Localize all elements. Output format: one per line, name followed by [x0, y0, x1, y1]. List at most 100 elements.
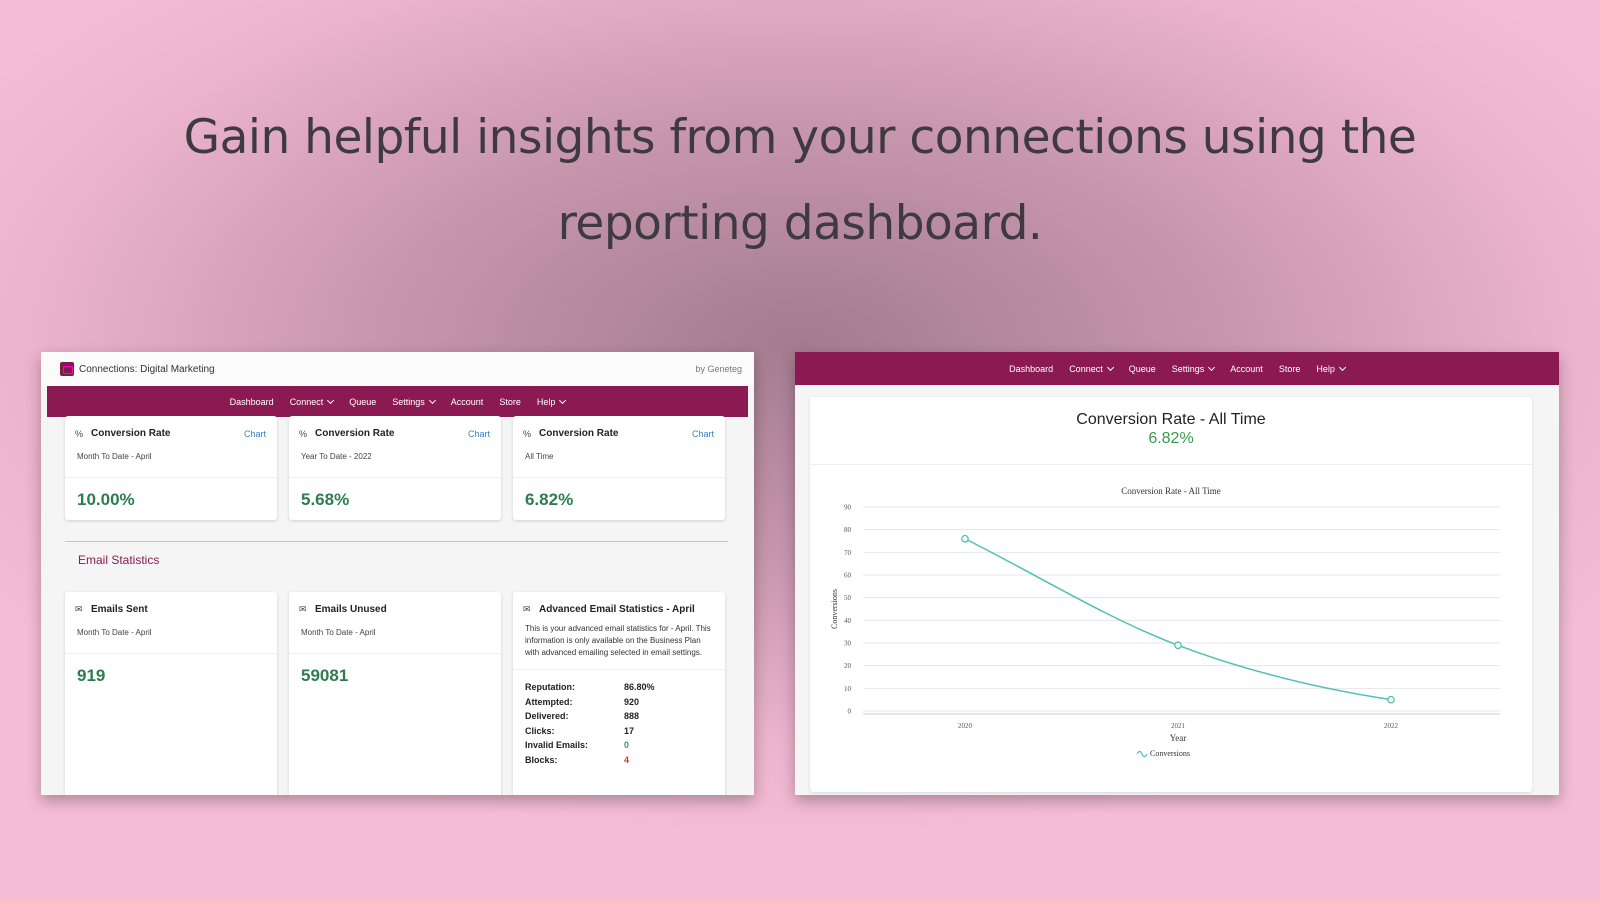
nav-item-queue[interactable]: Queue	[1129, 364, 1156, 374]
nav-item-label: Help	[536, 396, 556, 407]
nav-item-account[interactable]: Account	[1230, 364, 1263, 374]
stat-label: Clicks:	[525, 725, 555, 736]
card-title: Conversion Rate	[539, 428, 619, 439]
percent-icon: %	[523, 428, 532, 439]
nav-item-help[interactable]: Help	[536, 396, 567, 407]
card-title: Emails Sent	[91, 604, 148, 615]
chart-title: Conversion Rate - All Time	[1121, 486, 1221, 496]
card-title: Emails Unused	[315, 604, 387, 615]
advanced-email-statistics-card: ✉ Advanced Email Statistics - April This…	[513, 592, 725, 795]
legend-swatch	[1136, 750, 1148, 758]
data-point	[1387, 695, 1395, 704]
y-tick-label: 60	[844, 572, 852, 580]
nav-item-label: Help	[1316, 363, 1335, 374]
advanced-stats-list: Reputation: 86.80% Attempted: 920 Delivered:…	[513, 670, 725, 777]
nav-item-dashboard[interactable]: Dashboard	[230, 397, 274, 407]
stat-value: 86.80%	[624, 682, 655, 693]
nav-item-label: Store	[1278, 363, 1301, 374]
card-period: Month To Date - April	[77, 452, 152, 461]
stat-value: 0	[624, 740, 630, 751]
stat-row: Clicks: 17	[525, 724, 713, 739]
y-tick-label: 10	[844, 685, 852, 693]
main-nav: Dashboard Connect Queue Settings Account Stor…	[795, 352, 1559, 385]
nav-item-label: Settings	[1171, 363, 1205, 374]
stat-row: Reputation: 86.80%	[525, 680, 713, 695]
chevron-down-icon	[1208, 363, 1216, 371]
window-titlebar: Connections: Digital Marketing by Genete…	[41, 352, 754, 386]
stat-label: Reputation:	[525, 682, 575, 693]
stat-row: Invalid Emails: 0	[525, 738, 713, 753]
y-tick-label: 70	[844, 549, 852, 557]
conversion-rate-card: % Conversion Rate Chart Month To Date - Apr…	[65, 416, 277, 520]
email-cards: ✉ Emails Sent Month To Date - April 919 ✉ Em…	[65, 592, 725, 795]
y-axis-label: Conversions	[830, 589, 839, 629]
main-nav: Dashboard Connect Queue Settings Account Stor…	[47, 386, 748, 417]
y-tick-label: 20	[844, 662, 852, 670]
email-count-value: 919	[77, 666, 106, 685]
panel-title: Conversion Rate - All Time	[1076, 411, 1266, 428]
y-tick-label: 30	[844, 640, 852, 648]
conversion-rate-card: % Conversion Rate Chart Year To Date - 2022…	[289, 416, 501, 520]
nav-item-settings[interactable]: Settings	[1171, 363, 1216, 374]
app-title: Connections: Digital Marketing	[79, 363, 215, 375]
card-title: Conversion Rate	[91, 428, 171, 439]
app-logo-icon	[60, 362, 74, 376]
vendor-label: by Geneteg	[695, 364, 742, 374]
nav-item-label: Connect	[1069, 363, 1103, 374]
series-line-conversions	[964, 538, 1392, 701]
envelope-icon: ✉	[299, 604, 307, 614]
chart-link[interactable]: Chart	[467, 428, 490, 439]
card-period: All Time	[525, 452, 554, 461]
x-axis-label: Year	[1170, 733, 1187, 743]
section-divider	[65, 541, 728, 542]
y-tick-label: 40	[844, 617, 852, 625]
chevron-down-icon	[1106, 363, 1114, 371]
emails-unused-card: ✉ Emails Unused Month To Date - April 59081	[289, 592, 501, 795]
conversion-rate-value: 6.82%	[525, 490, 574, 509]
y-tick-label: 90	[844, 504, 852, 512]
chart-link[interactable]: Chart	[243, 428, 266, 439]
data-point	[961, 534, 969, 543]
chevron-down-icon	[428, 396, 436, 404]
nav-item-connect[interactable]: Connect	[1069, 363, 1114, 374]
nav-item-store[interactable]: Store	[1279, 364, 1301, 374]
y-tick-label: 50	[844, 594, 852, 602]
conversion-rate-card: % Conversion Rate Chart All Time 6.82%	[513, 416, 725, 520]
nav-item-connect[interactable]: Connect	[290, 396, 335, 407]
nav-item-label: Dashboard	[229, 396, 274, 407]
stat-label: Attempted:	[525, 696, 573, 707]
nav-item-settings[interactable]: Settings	[392, 396, 436, 407]
conversion-rate-value: 5.68%	[301, 490, 350, 509]
nav-item-dashboard[interactable]: Dashboard	[1009, 364, 1053, 374]
chart-link[interactable]: Chart	[691, 428, 714, 439]
stat-value: 17	[624, 725, 635, 736]
y-tick-label: 80	[844, 526, 852, 534]
card-period: Month To Date - April	[301, 628, 376, 637]
headline: Gain helpful insights from your connecti…	[183, 110, 1417, 251]
conversion-line-chart: Conversion Rate - All Time 0 10 20 30 40 50 60 7…	[830, 486, 1500, 758]
envelope-icon: ✉	[75, 604, 83, 614]
chevron-down-icon	[327, 396, 335, 404]
nav-item-store[interactable]: Store	[499, 397, 521, 407]
dashboard-window: Connections: Digital Marketing by Genete…	[41, 352, 754, 795]
stat-value: 888	[624, 711, 640, 722]
nav-item-label: Dashboard	[1009, 363, 1054, 374]
x-tick-label: 2022	[1384, 722, 1399, 730]
card-period: Month To Date - April	[77, 628, 152, 637]
nav-item-queue[interactable]: Queue	[349, 397, 376, 407]
x-tick-label: 2021	[1171, 722, 1186, 730]
percent-icon: %	[299, 428, 308, 439]
nav-item-label: Settings	[392, 396, 425, 407]
y-tick-label: 0	[848, 708, 852, 716]
chevron-down-icon	[559, 396, 567, 404]
advanced-stats-title: Advanced Email Statistics - April	[539, 604, 695, 615]
stat-value: 920	[624, 696, 640, 707]
x-tick-label: 2020	[958, 722, 973, 730]
nav-item-help[interactable]: Help	[1316, 363, 1346, 374]
nav-item-label: Account	[450, 396, 484, 407]
stat-row: Delivered: 888	[525, 709, 713, 724]
conversion-chart-panel: Conversion Rate - All Time 6.82% Convers…	[810, 397, 1532, 792]
emails-sent-card: ✉ Emails Sent Month To Date - April 919	[65, 592, 277, 795]
nav-item-account[interactable]: Account	[451, 397, 484, 407]
legend-label: Conversions	[1150, 749, 1190, 758]
